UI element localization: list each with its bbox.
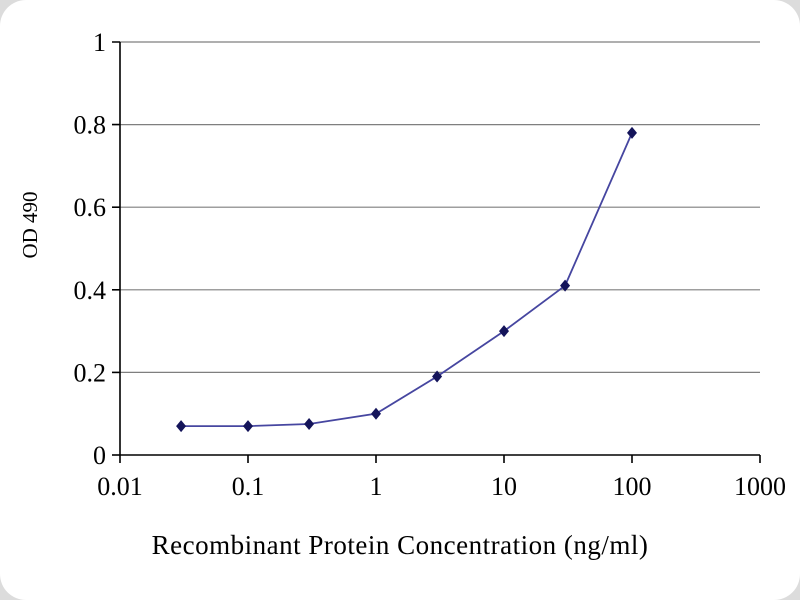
data-point-marker: [176, 420, 187, 433]
data-point-marker: [304, 418, 315, 431]
y-tick-label: 0.8: [74, 111, 107, 140]
data-point-marker: [560, 279, 571, 292]
y-tick-label: 0.2: [74, 358, 107, 387]
x-tick-label: 1: [370, 472, 383, 501]
x-tick-label: 100: [613, 472, 652, 501]
data-point-marker: [499, 325, 509, 338]
x-tick-label: 0.1: [232, 472, 265, 501]
x-tick-label: 10: [491, 472, 517, 501]
data-point-marker: [243, 420, 253, 433]
data-point-marker: [627, 126, 637, 139]
data-point-marker: [371, 407, 381, 420]
y-tick-label: 0.6: [74, 193, 107, 222]
data-line: [181, 132, 633, 427]
data-point-marker: [432, 370, 443, 383]
y-tick-label: 0: [93, 441, 106, 470]
y-tick-label: 0.4: [74, 276, 107, 305]
x-tick-label: 1000: [734, 472, 786, 501]
x-tick-label: 0.01: [97, 472, 143, 501]
y-axis-title-text: OD 490: [18, 191, 42, 259]
x-axis-title: Recombinant Protein Concentration (ng/ml…: [151, 530, 649, 560]
y-tick-label: 1: [93, 28, 106, 57]
